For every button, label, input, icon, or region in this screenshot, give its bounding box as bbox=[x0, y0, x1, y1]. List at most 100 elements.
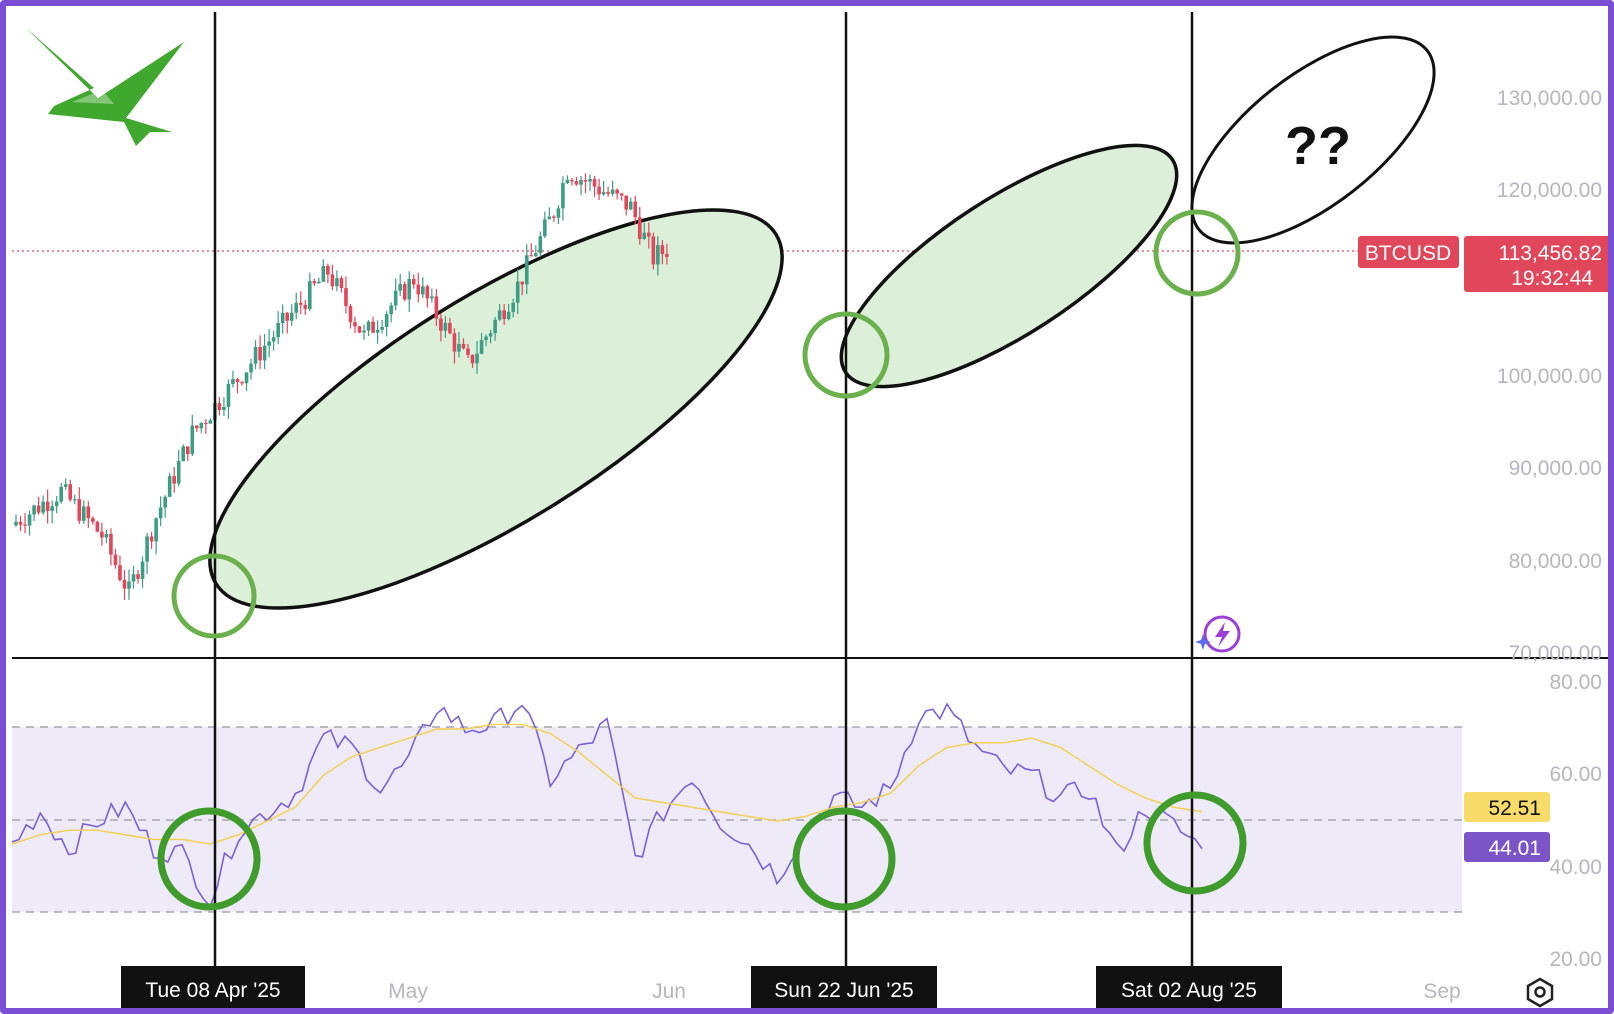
candle-up bbox=[280, 312, 285, 323]
candle-down bbox=[647, 232, 651, 237]
rsi-tick-60: 60.00 bbox=[1549, 763, 1602, 786]
candle-up bbox=[59, 486, 63, 502]
candle-up bbox=[222, 407, 226, 411]
price-tick-80k: 80,000.00 bbox=[1509, 550, 1602, 573]
lightning-icon[interactable] bbox=[1195, 615, 1241, 653]
candle-down bbox=[185, 446, 190, 455]
last-price-badge: 113,456.82 19:32:44 bbox=[1464, 236, 1608, 292]
candle-down bbox=[195, 425, 199, 429]
candle-down bbox=[357, 326, 362, 333]
rsi-tick-80: 80.00 bbox=[1549, 671, 1602, 694]
candle-down bbox=[118, 565, 122, 580]
symbol-label: BTCUSD bbox=[1365, 242, 1451, 265]
rsi-value-badge-bg bbox=[1464, 832, 1550, 862]
candle-down bbox=[665, 254, 669, 257]
candle-down bbox=[23, 524, 27, 526]
candle-up bbox=[82, 506, 86, 521]
candle-up bbox=[41, 501, 45, 513]
candle-up bbox=[362, 330, 366, 333]
x-tick-jun: Jun bbox=[652, 980, 686, 1003]
prediction-text: ?? bbox=[1285, 116, 1351, 176]
candle-up bbox=[267, 341, 271, 346]
candle-up bbox=[167, 476, 172, 497]
candle-down bbox=[466, 348, 470, 355]
price-axis: 130,000.00 120,000.00 100,000.00 90,000.… bbox=[1497, 87, 1602, 665]
prediction-ellipse bbox=[1190, 35, 1436, 245]
candle-up bbox=[534, 253, 538, 257]
rsi-circle-apr bbox=[157, 807, 261, 911]
price-circle-apr bbox=[171, 553, 257, 639]
candle-up bbox=[158, 507, 163, 519]
rsi-axis: 80.00 60.00 40.00 20.00 bbox=[1549, 671, 1602, 971]
candle-down bbox=[122, 579, 127, 589]
candle-up bbox=[457, 343, 461, 352]
rsi-circle-jun bbox=[792, 807, 896, 911]
candle-down bbox=[439, 318, 443, 331]
candle-up bbox=[54, 501, 59, 507]
trend-ellipses bbox=[208, 35, 1436, 610]
candle-up bbox=[642, 232, 647, 239]
candle-down bbox=[606, 192, 610, 194]
candle-down bbox=[592, 179, 597, 187]
candle-up bbox=[208, 420, 213, 424]
candles-group bbox=[14, 173, 669, 600]
candle-up bbox=[393, 290, 398, 306]
candle-up bbox=[515, 281, 520, 303]
candle-up bbox=[610, 189, 615, 194]
candle-up bbox=[506, 311, 511, 320]
candle-down bbox=[583, 180, 588, 182]
candle-up bbox=[308, 281, 312, 309]
candle-down bbox=[637, 217, 642, 239]
settings-hexagon-icon[interactable] bbox=[1526, 977, 1554, 1008]
candle-up bbox=[484, 336, 488, 341]
candle-up bbox=[493, 319, 497, 334]
date-tag-jun-label: Sun 22 Jun '25 bbox=[774, 979, 913, 1002]
candle-down bbox=[36, 505, 41, 513]
date-tag-apr: Tue 08 Apr '25 bbox=[121, 966, 305, 1008]
candle-up bbox=[154, 518, 158, 542]
price-tick-130k: 130,000.00 bbox=[1497, 87, 1602, 110]
candle-up bbox=[384, 314, 389, 327]
candle-down bbox=[235, 378, 240, 383]
candle-up bbox=[538, 236, 543, 254]
candle-up bbox=[335, 278, 339, 287]
rsi-ma-value: 52.51 bbox=[1488, 797, 1541, 820]
rsi-value-badge: 44.01 bbox=[1464, 832, 1550, 862]
candle-down bbox=[348, 306, 353, 323]
candle-down bbox=[416, 284, 421, 295]
symbol-badge[interactable]: BTCUSD bbox=[1358, 236, 1459, 268]
countdown-label: 19:32:44 bbox=[1511, 267, 1593, 290]
candle-up bbox=[511, 302, 515, 312]
candle-down bbox=[425, 286, 430, 299]
symbol-badge-bg bbox=[1358, 236, 1459, 268]
candle-down bbox=[570, 179, 574, 182]
candle-up bbox=[561, 183, 565, 209]
candle-down bbox=[353, 322, 357, 327]
candle-down bbox=[615, 189, 619, 194]
candle-up bbox=[488, 333, 493, 337]
price-circle-aug bbox=[1153, 209, 1241, 297]
candle-up bbox=[104, 533, 109, 538]
last-price-label: 113,456.82 bbox=[1498, 242, 1602, 265]
candle-up bbox=[389, 305, 393, 315]
candle-down bbox=[86, 506, 91, 519]
candle-up bbox=[601, 192, 606, 195]
candle-down bbox=[470, 354, 475, 364]
candle-down bbox=[624, 195, 628, 210]
price-tick-120k: 120,000.00 bbox=[1497, 179, 1602, 202]
candle-down bbox=[240, 382, 244, 384]
rsi-ma-badge: 52.51 bbox=[1464, 792, 1550, 822]
candle-down bbox=[68, 484, 73, 500]
candle-down bbox=[95, 521, 100, 532]
candle-down bbox=[172, 476, 176, 484]
candle-up bbox=[163, 496, 167, 508]
candle-down bbox=[452, 333, 457, 352]
candle-down bbox=[434, 296, 439, 319]
chart-canvas[interactable]: ?? 130,000.00 120,000.00 100,000.00 90,0… bbox=[6, 6, 1614, 1014]
candle-up bbox=[479, 340, 484, 354]
candle-up bbox=[199, 422, 204, 429]
candle-down bbox=[298, 302, 303, 305]
candle-up bbox=[475, 353, 479, 364]
candle-down bbox=[18, 521, 23, 525]
